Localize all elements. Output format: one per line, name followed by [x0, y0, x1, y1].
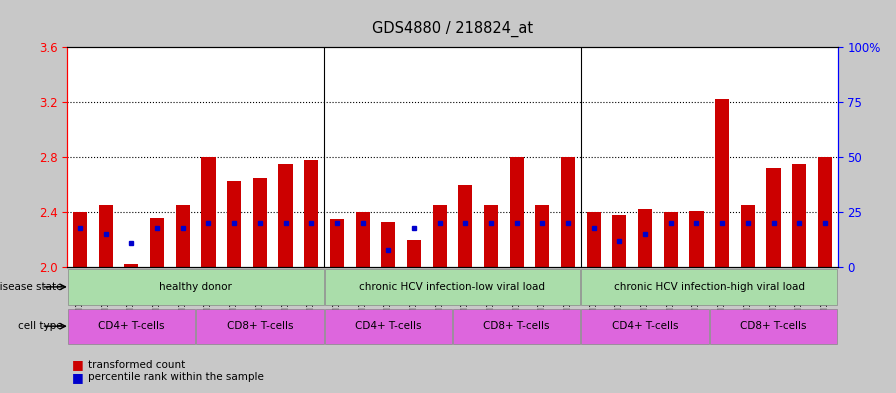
Bar: [484, 205, 498, 267]
Bar: [407, 240, 421, 267]
Text: GDS4880 / 218824_at: GDS4880 / 218824_at: [372, 21, 533, 37]
FancyBboxPatch shape: [68, 269, 323, 305]
Bar: [792, 164, 806, 267]
Bar: [73, 212, 87, 267]
Bar: [510, 157, 524, 267]
Bar: [125, 264, 139, 267]
Bar: [612, 215, 626, 267]
Text: chronic HCV infection-high viral load: chronic HCV infection-high viral load: [614, 282, 805, 292]
Bar: [99, 205, 113, 267]
Text: CD8+ T-cells: CD8+ T-cells: [227, 321, 293, 331]
Bar: [689, 211, 703, 267]
FancyBboxPatch shape: [453, 309, 581, 344]
Bar: [664, 212, 678, 267]
Bar: [818, 157, 832, 267]
FancyBboxPatch shape: [324, 309, 452, 344]
Text: CD4+ T-cells: CD4+ T-cells: [355, 321, 421, 331]
Bar: [304, 160, 318, 267]
FancyBboxPatch shape: [582, 269, 837, 305]
Bar: [202, 157, 216, 267]
Bar: [638, 209, 652, 267]
Text: cell type: cell type: [18, 321, 63, 331]
Bar: [253, 178, 267, 267]
Text: ■: ■: [72, 371, 83, 384]
Text: percentile rank within the sample: percentile rank within the sample: [88, 372, 263, 382]
Text: disease state: disease state: [0, 282, 63, 292]
Bar: [535, 205, 549, 267]
Bar: [715, 99, 729, 267]
Text: transformed count: transformed count: [88, 360, 185, 370]
FancyBboxPatch shape: [582, 309, 709, 344]
Bar: [150, 218, 164, 267]
Bar: [176, 205, 190, 267]
FancyBboxPatch shape: [710, 309, 837, 344]
Bar: [279, 164, 293, 267]
Bar: [227, 180, 241, 267]
Bar: [381, 222, 395, 267]
Text: CD4+ T-cells: CD4+ T-cells: [612, 321, 678, 331]
Bar: [356, 212, 370, 267]
FancyBboxPatch shape: [68, 309, 195, 344]
Text: ■: ■: [72, 358, 83, 371]
Bar: [433, 205, 447, 267]
FancyBboxPatch shape: [324, 269, 581, 305]
Bar: [587, 212, 601, 267]
Bar: [561, 157, 575, 267]
Bar: [330, 219, 344, 267]
FancyBboxPatch shape: [196, 309, 323, 344]
Text: healthy donor: healthy donor: [159, 282, 232, 292]
Text: CD4+ T-cells: CD4+ T-cells: [99, 321, 165, 331]
Bar: [741, 205, 755, 267]
Text: CD8+ T-cells: CD8+ T-cells: [740, 321, 806, 331]
Text: CD8+ T-cells: CD8+ T-cells: [484, 321, 550, 331]
Bar: [766, 168, 780, 267]
Bar: [458, 185, 472, 267]
Text: chronic HCV infection-low viral load: chronic HCV infection-low viral load: [359, 282, 546, 292]
